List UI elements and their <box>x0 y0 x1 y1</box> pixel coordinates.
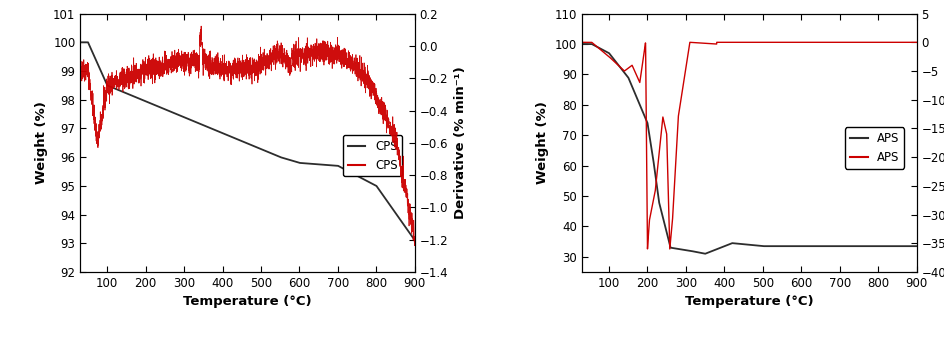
Legend: CPS, CPS: CPS, CPS <box>343 135 402 176</box>
Legend: APS, APS: APS, APS <box>844 127 903 169</box>
Y-axis label: Weight (%): Weight (%) <box>35 101 47 184</box>
X-axis label: Temperature (°C): Temperature (°C) <box>684 295 813 308</box>
Y-axis label: Weight (%): Weight (%) <box>536 101 548 184</box>
Y-axis label: Derivative (% min⁻¹): Derivative (% min⁻¹) <box>453 66 466 219</box>
X-axis label: Temperature (°C): Temperature (°C) <box>183 295 312 308</box>
